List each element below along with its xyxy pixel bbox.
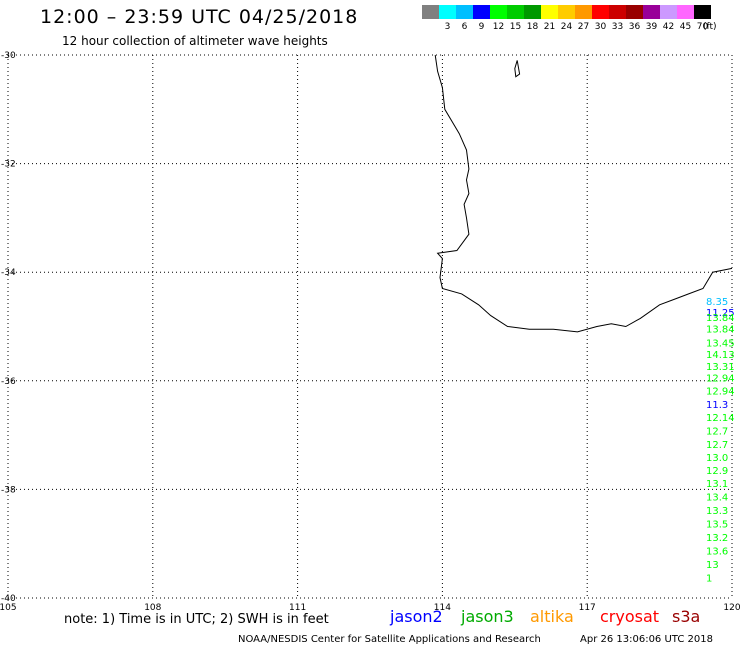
satellite-jason3: jason3 [461, 607, 514, 626]
wave-height-reading: 14.13 [706, 350, 735, 361]
wave-height-reading: 1 [706, 574, 712, 585]
legend-swatch [643, 5, 660, 19]
legend-swatch [490, 5, 507, 19]
wave-height-reading: 12.9 [706, 466, 728, 477]
legend-label: 12 [492, 22, 505, 32]
wave-height-reading: 12.7 [706, 440, 728, 451]
wave-height-reading: 13.5 [706, 519, 728, 530]
legend-label: 21 [543, 22, 556, 32]
satellite-altika: altika [530, 607, 574, 626]
longitude-tick-label: 114 [434, 603, 451, 613]
satellite-cryosat: cryosat [600, 607, 660, 626]
graticule [7, 54, 733, 599]
legend-label: 33 [611, 22, 624, 32]
legend-swatch [660, 5, 677, 19]
wave-height-reading: 13.45 [706, 339, 735, 350]
latitude-tick-label: -40 [1, 594, 16, 604]
legend-swatch [575, 5, 592, 19]
wave-height-reading: 11.25 [706, 308, 735, 319]
generation-timestamp: Apr 26 13:06:06 UTC 2018 [580, 634, 713, 645]
wave-height-reading: 13 [706, 560, 719, 571]
longitude-tick-label: 120 [723, 603, 740, 613]
axis-ticks: 105 108 111 114 117 120 -30 -32 -34 -36 -38 -40 [0, 51, 740, 613]
legend-swatch [524, 5, 541, 19]
legend-label: 70 [696, 22, 709, 32]
legend-swatch [694, 5, 711, 19]
legend-swatches [422, 5, 711, 19]
island-outline [514, 60, 521, 78]
longitude-tick-label: 117 [579, 603, 596, 613]
legend-swatch [456, 5, 473, 19]
legend-label: 27 [577, 22, 590, 32]
wave-height-reading: 13.31 [706, 362, 735, 373]
legend-label: 24 [560, 22, 573, 32]
wave-height-reading: 13.6 [706, 547, 728, 558]
wave-height-reading: 12.94 [706, 386, 735, 397]
wave-height-reading: 8.35 [706, 297, 728, 308]
credit-line: NOAA/NESDIS Center for Satellite Applica… [238, 634, 541, 645]
wave-height-reading: 13.0 [706, 453, 728, 464]
legend-swatch [677, 5, 694, 19]
legend-swatch [626, 5, 643, 19]
wave-height-reading: 13.4 [706, 492, 728, 503]
wave-height-reading: 12.14 [706, 413, 735, 424]
legend-label: 30 [594, 22, 607, 32]
legend-label: 39 [645, 22, 658, 32]
legend-swatch [422, 5, 439, 19]
legend-label: 18 [526, 22, 539, 32]
legend-swatch [507, 5, 524, 19]
legend-label: 15 [509, 22, 522, 32]
wave-height-reading: 13.84 [706, 313, 735, 324]
latitude-tick-label: -38 [1, 485, 16, 495]
map-title: 12:00 – 23:59 UTC 04/25/2018 [40, 6, 359, 28]
legend-label: 45 [679, 22, 692, 32]
legend-swatch [592, 5, 609, 19]
legend-swatch [609, 5, 626, 19]
legend-label: 42 [662, 22, 675, 32]
wave-height-reading: 13.2 [706, 533, 728, 544]
legend-label: 3 [444, 22, 451, 32]
wave-height-reading: 13.3 [706, 506, 728, 517]
latitude-tick-label: -30 [1, 51, 16, 61]
wave-height-reading: 13.1 [706, 479, 728, 490]
wave-height-reading: 12.7 [706, 427, 728, 438]
longitude-tick-label: 108 [144, 603, 161, 613]
legend-swatch [473, 5, 490, 19]
legend-label: 9 [478, 22, 485, 32]
latitude-tick-label: -34 [1, 268, 16, 278]
wave-height-reading: 13.84 [706, 324, 735, 335]
legend-labels: 3 6 9 12 15 18 21 24 27 30 33 36 39 42 45 70 [422, 22, 711, 32]
satellite-s3a: s3a [672, 607, 701, 626]
longitude-tick-label: 105 [0, 603, 17, 613]
coastline [434, 54, 733, 333]
legend-label: 6 [461, 22, 468, 32]
latitude-tick-label: -36 [1, 377, 16, 387]
legend-swatch [558, 5, 575, 19]
satellite-jason2: jason2 [390, 607, 443, 626]
wave-height-reading: 11.3 [706, 400, 728, 411]
legend-swatch [439, 5, 456, 19]
map-subtitle: 12 hour collection of altimeter wave hei… [62, 34, 328, 48]
latitude-tick-label: -32 [1, 160, 16, 170]
wave-height-legend: 3 6 9 12 15 18 21 24 27 30 33 36 39 42 45 70 (ft) [422, 5, 717, 32]
footer-note: note: 1) Time is in UTC; 2) SWH is in fe… [64, 612, 329, 627]
legend-swatch [541, 5, 558, 19]
legend-label: 36 [628, 22, 641, 32]
longitude-tick-label: 111 [289, 603, 306, 613]
legend-unit: (ft) [703, 22, 717, 32]
altimeter-readings: 8.3511.2513.8413.8413.4514.1313.3112.941… [706, 297, 735, 585]
wave-height-reading: 12.94 [706, 373, 735, 384]
